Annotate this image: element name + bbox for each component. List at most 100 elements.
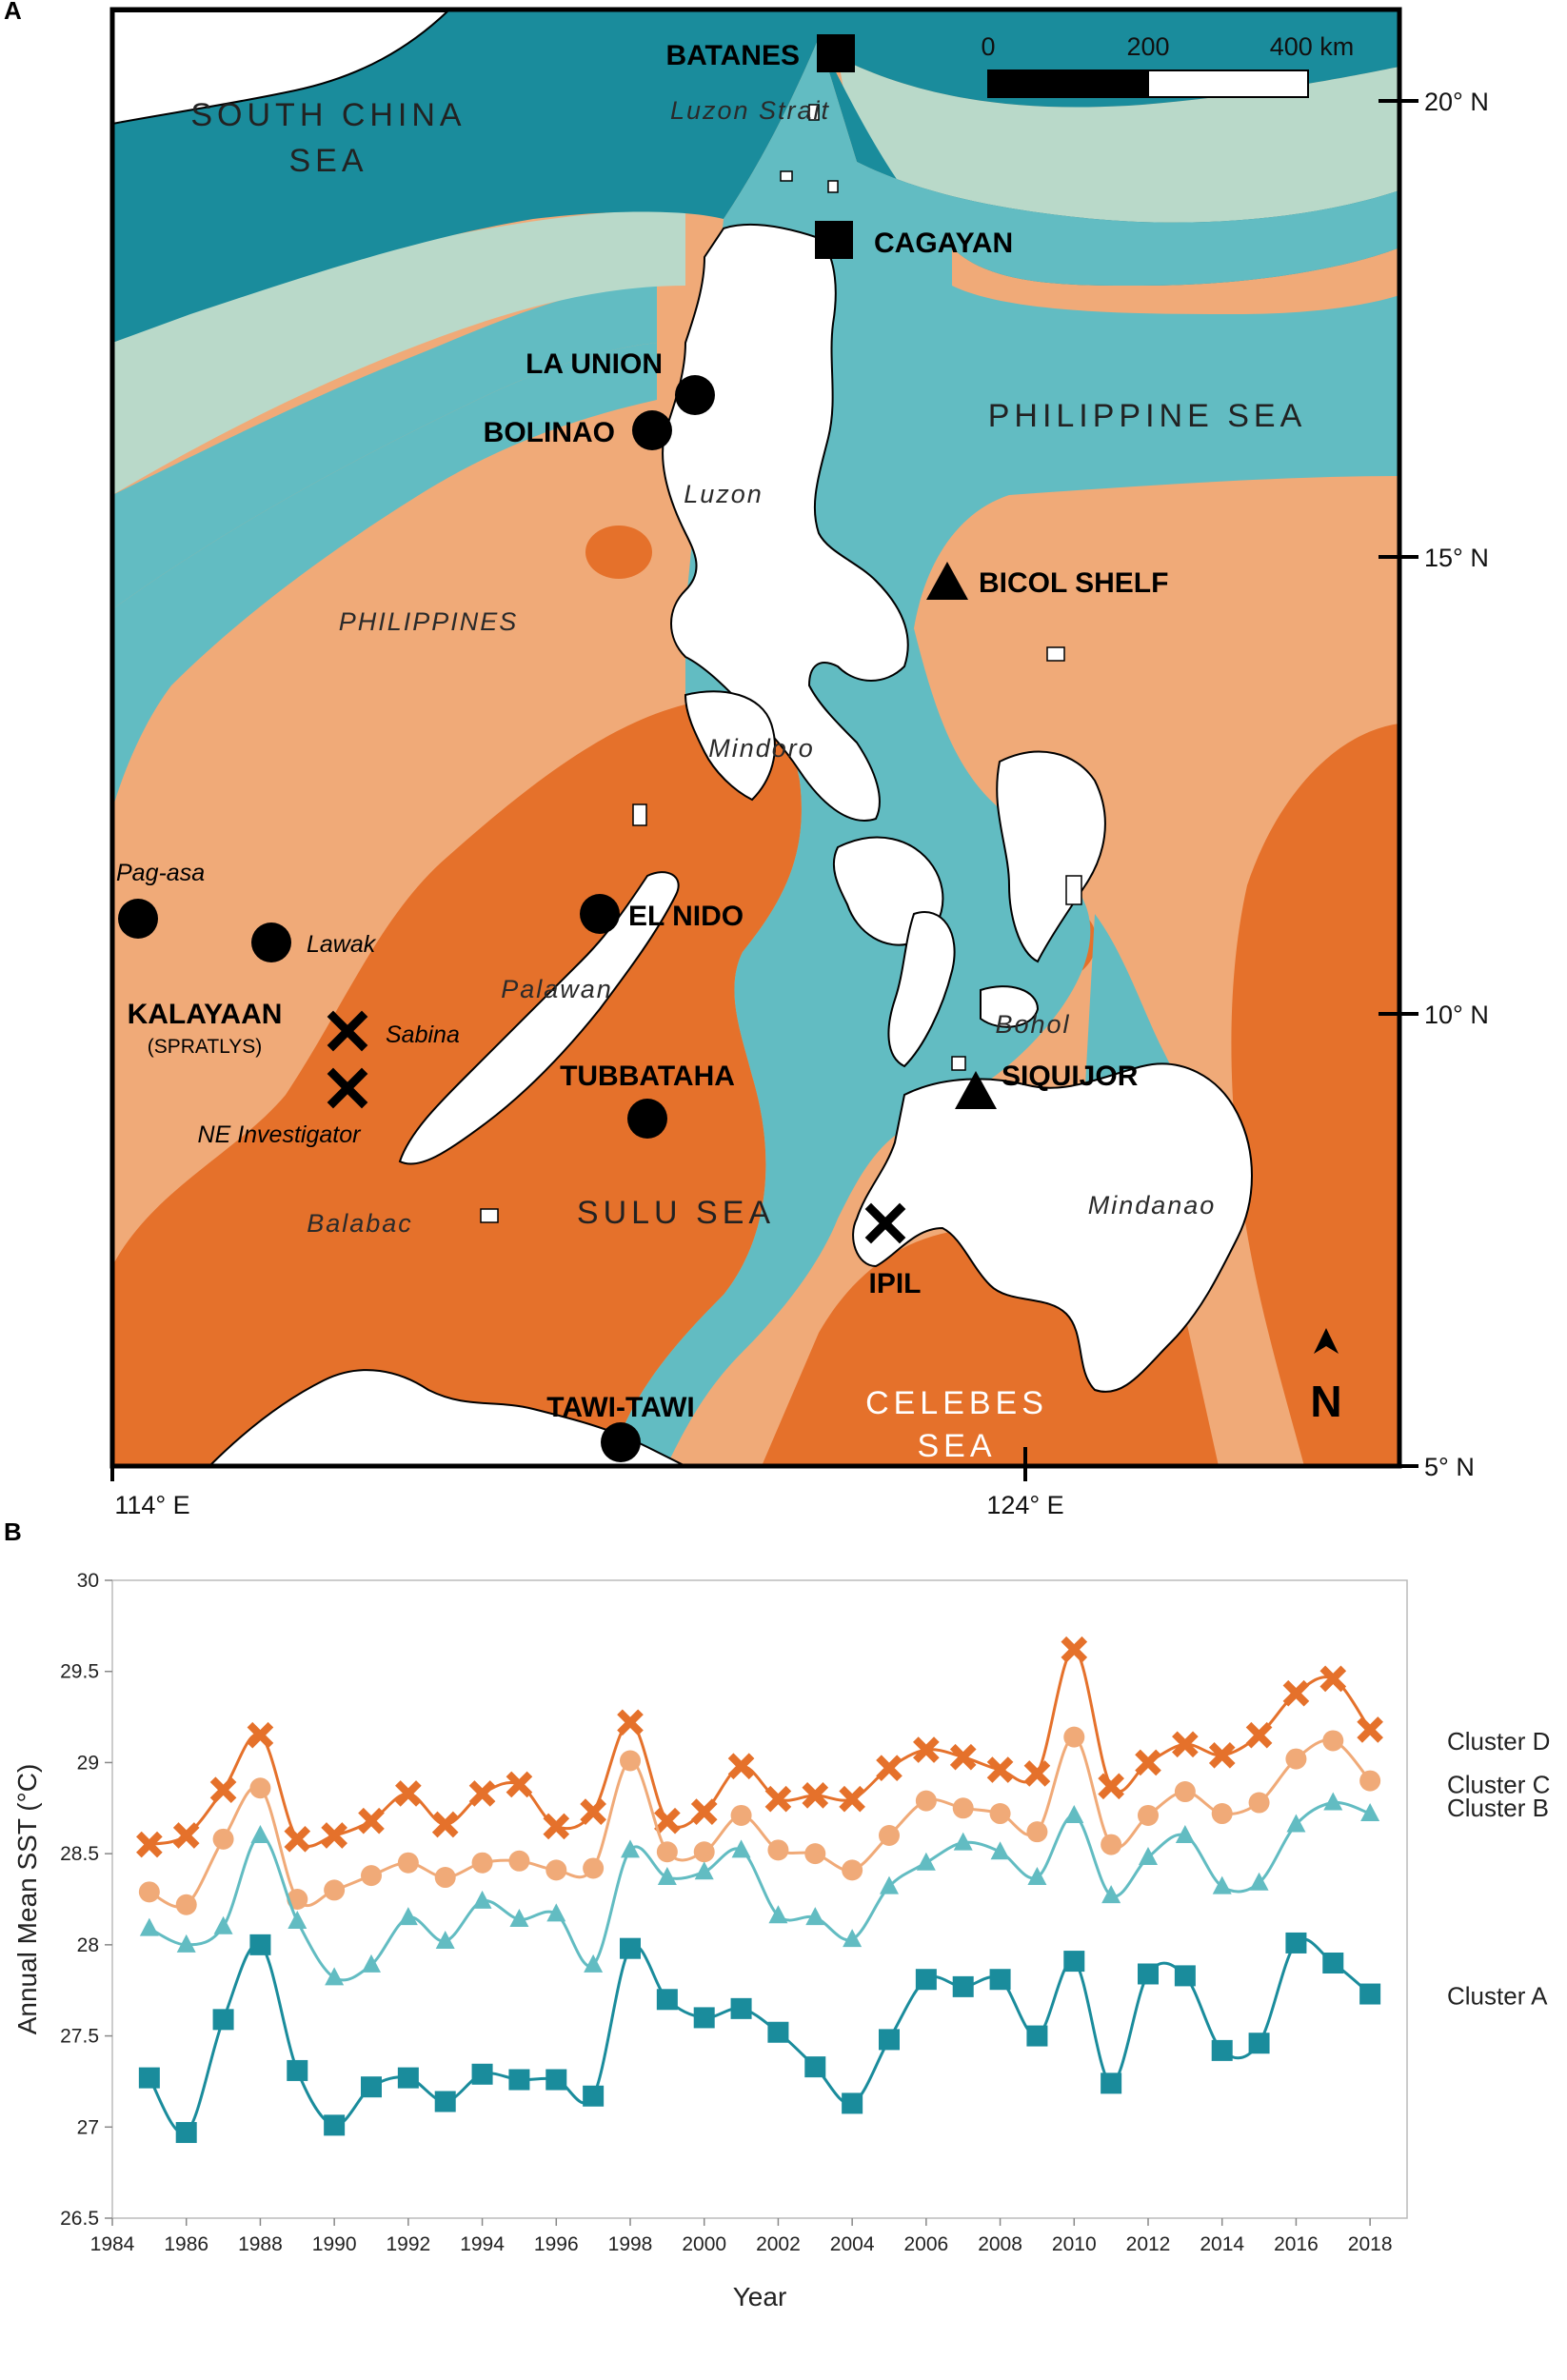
point-cluster-a — [1138, 1963, 1159, 1985]
label-pag-asa: Pag-asa — [116, 860, 205, 886]
point-cluster-b — [1212, 1875, 1232, 1894]
label-lat-20: 20° N — [1424, 88, 1489, 116]
x-tick-label: 2010 — [1052, 2233, 1097, 2255]
marker-ipil-x — [864, 1202, 906, 1244]
point-cluster-b — [805, 1907, 825, 1926]
point-cluster-a — [1322, 1953, 1344, 1973]
point-cluster-d — [839, 1785, 865, 1813]
legend-cluster-a: Cluster A — [1447, 1982, 1548, 2011]
label-palawan: Palawan — [501, 975, 613, 1003]
point-cluster-c — [1138, 1804, 1159, 1826]
point-cluster-d — [1172, 1731, 1199, 1758]
point-cluster-b — [398, 1907, 418, 1926]
map-panel: 0 200 400 km SOUTH CHINA SEA PHILIPPINE … — [109, 7, 1489, 1519]
island-batanes — [808, 104, 820, 121]
label-north: N — [1310, 1377, 1341, 1426]
point-cluster-b — [768, 1905, 788, 1924]
label-lon-124: 124° E — [986, 1491, 1063, 1519]
point-cluster-c — [1174, 1781, 1196, 1803]
point-cluster-b — [288, 1910, 307, 1929]
island-calamian — [632, 803, 647, 826]
point-cluster-d — [1023, 1760, 1051, 1787]
point-cluster-a — [1026, 2025, 1048, 2047]
point-cluster-b — [843, 1929, 863, 1948]
point-cluster-a — [545, 2069, 567, 2091]
land-china-coast — [111, 10, 450, 126]
label-lat-5: 5° N — [1424, 1453, 1475, 1481]
label-celebes-sea-2: SEA — [917, 1428, 996, 1464]
x-markers — [327, 1010, 906, 1244]
point-cluster-a — [361, 2076, 382, 2098]
point-cluster-b — [435, 1931, 455, 1950]
marker-ne-investigator-x — [327, 1067, 368, 1109]
label-luzon-strait: Luzon Strait — [670, 96, 830, 125]
scale-label-0: 0 — [981, 32, 995, 61]
label-balabac: Balabac — [307, 1209, 413, 1238]
point-cluster-c — [583, 1857, 605, 1879]
x-tick-label: 1988 — [238, 2233, 283, 2255]
point-cluster-a — [287, 2059, 308, 2081]
label-lawak: Lawak — [307, 931, 377, 958]
point-cluster-a — [989, 1969, 1011, 1991]
label-siquijor: SIQUIJOR — [1002, 1061, 1139, 1092]
scale-bar: 0 200 400 km — [981, 32, 1354, 98]
land-masses — [111, 10, 1253, 1467]
cluster-b-region-philippine-sea — [685, 38, 1399, 666]
point-cluster-c — [620, 1750, 641, 1772]
point-cluster-b — [584, 1954, 604, 1973]
point-cluster-d — [1061, 1636, 1088, 1663]
light-green-region-northeast — [838, 57, 1399, 223]
x-tick-label: 2016 — [1274, 2233, 1319, 2255]
x-axis-title: Year — [733, 2282, 787, 2311]
point-cluster-a — [656, 1989, 678, 2011]
land-bohol — [980, 985, 1040, 1028]
site-markers — [118, 34, 997, 1462]
point-cluster-c — [767, 1839, 789, 1861]
point-cluster-c — [249, 1777, 271, 1799]
point-cluster-d — [468, 1780, 496, 1807]
marker-cagayan-square — [815, 221, 853, 259]
point-cluster-c — [879, 1825, 900, 1846]
label-mindoro: Mindoro — [708, 734, 815, 763]
point-cluster-c — [1322, 1730, 1344, 1752]
point-cluster-a — [1063, 1951, 1085, 1973]
y-tick-label: 30 — [77, 1570, 99, 1592]
point-cluster-c — [212, 1828, 234, 1850]
point-cluster-b — [362, 1954, 381, 1973]
point-cluster-d — [172, 1822, 200, 1849]
point-cluster-b — [176, 1934, 196, 1953]
small-islands — [480, 104, 1082, 1223]
land-borneo — [207, 1369, 686, 1467]
point-cluster-b — [1175, 1825, 1195, 1843]
point-cluster-a — [397, 2067, 419, 2089]
point-cluster-c — [471, 1852, 493, 1874]
land-negros — [887, 911, 956, 1068]
point-cluster-b — [139, 1917, 159, 1936]
label-sabina: Sabina — [386, 1021, 460, 1048]
point-cluster-a — [212, 2009, 234, 2031]
x-tick-label: 2002 — [756, 2233, 801, 2255]
panel-a-label: A — [4, 0, 22, 25]
y-tick-label: 28.5 — [60, 1843, 99, 1865]
label-el-nido: EL NIDO — [628, 901, 744, 932]
point-cluster-d — [1282, 1679, 1310, 1707]
label-sulu-sea: SULU SEA — [577, 1195, 775, 1231]
label-tawi-tawi: TAWI-TAWI — [546, 1392, 695, 1423]
marker-tubbataha-circle — [627, 1099, 667, 1139]
x-tick-label: 2004 — [830, 2233, 875, 2255]
point-cluster-d — [913, 1736, 940, 1763]
panel-b-label: B — [4, 1517, 22, 1546]
point-cluster-b — [1323, 1792, 1343, 1811]
point-cluster-a — [471, 2063, 493, 2085]
land-palawan — [398, 871, 680, 1165]
point-cluster-a — [434, 2091, 456, 2112]
x-tick-label: 2014 — [1200, 2233, 1244, 2255]
point-cluster-a — [1211, 2039, 1233, 2061]
marker-batanes-square — [817, 34, 855, 72]
land-mindanao — [852, 1062, 1253, 1393]
point-cluster-a — [1359, 1983, 1381, 2005]
point-cluster-d — [617, 1709, 644, 1736]
legend-cluster-c: Cluster C — [1447, 1771, 1550, 1799]
marker-tawi-tawi-circle — [601, 1422, 641, 1462]
